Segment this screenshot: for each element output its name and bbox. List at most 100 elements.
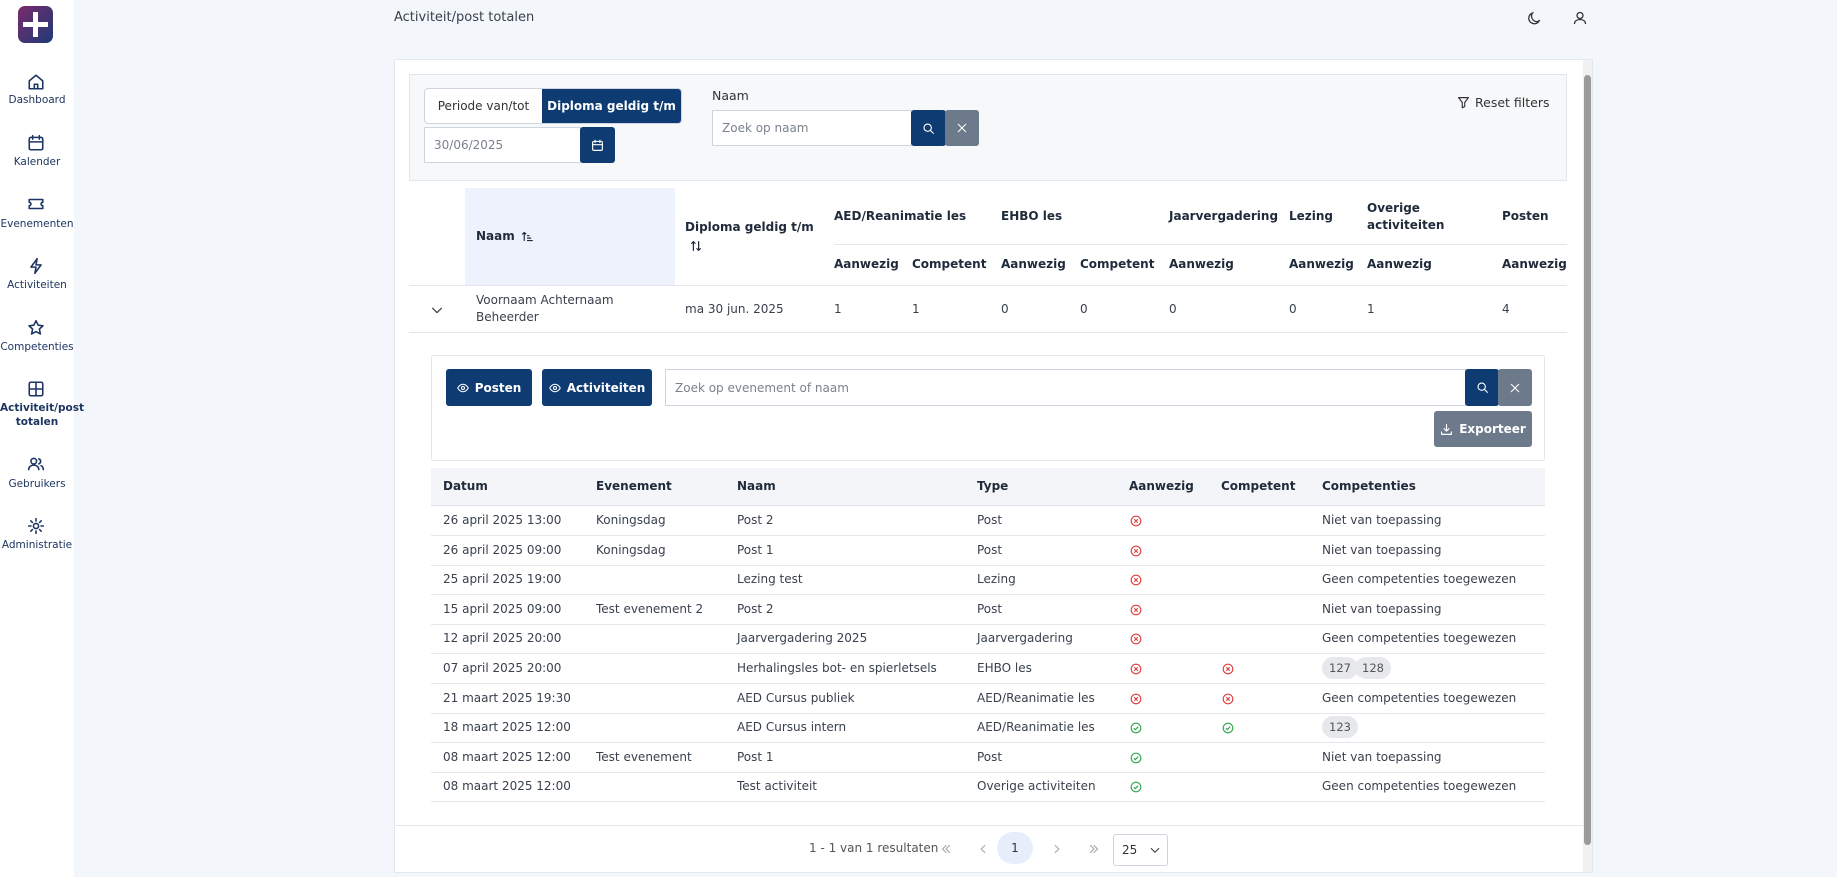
status-no bbox=[1129, 631, 1143, 650]
page-last-svg bbox=[1089, 844, 1099, 854]
filter-icon bbox=[1458, 97, 1469, 109]
date-header[interactable]: Diploma geldig t/m bbox=[685, 220, 814, 234]
detail-row-divider bbox=[431, 535, 1545, 536]
cell: AED Cursus publiek bbox=[737, 690, 855, 705]
status-ok-svg bbox=[1130, 722, 1142, 734]
nav-icon bbox=[27, 380, 45, 402]
toggle-button[interactable]: Posten bbox=[446, 369, 532, 406]
cell: Lezing test bbox=[737, 572, 803, 587]
search-icon bbox=[923, 122, 934, 134]
event-search-input[interactable]: Zoek op evenement of naam bbox=[665, 369, 1466, 406]
date-input[interactable]: 30/06/2025 bbox=[424, 127, 581, 163]
theme-toggle[interactable] bbox=[1527, 10, 1543, 26]
row-count: 0 bbox=[1289, 302, 1297, 316]
status-no bbox=[1129, 543, 1143, 562]
tab[interactable]: Periode van/tot bbox=[437, 99, 530, 113]
clear-button[interactable] bbox=[945, 110, 979, 146]
cell: Geen competenties toegewezen bbox=[1322, 572, 1517, 587]
content-card: Periode van/tot Diploma geldig t/m 30/06/2… bbox=[394, 59, 1593, 873]
cell: 18 maart 2025 12:00 bbox=[443, 720, 571, 735]
nav-item[interactable]: Kalender bbox=[13, 156, 61, 168]
status-no-svg bbox=[1130, 663, 1142, 675]
sort-icon bbox=[689, 238, 703, 257]
group-header: AED/Reanimatie les bbox=[834, 209, 967, 223]
nav-icon-svg bbox=[27, 517, 45, 535]
pagination-summary: 1 - 1 van 1 resultaten bbox=[809, 841, 939, 855]
detail-column-header: Naam bbox=[737, 479, 776, 493]
status-no bbox=[1221, 661, 1235, 680]
competence-badge[interactable]: 128 bbox=[1355, 657, 1391, 679]
name-header[interactable]: Naam bbox=[476, 229, 534, 243]
nav-item[interactable]: Dashboard bbox=[8, 94, 66, 106]
cell: Post bbox=[977, 513, 1003, 527]
cell: Jaarvergadering bbox=[977, 631, 1073, 646]
nav-item[interactable]: Administratie bbox=[1, 539, 73, 551]
row-name: Voornaam Achternaam Beheerder bbox=[476, 293, 614, 324]
detail-column-header: Competent bbox=[1221, 479, 1296, 493]
cell: AED/Reanimatie les bbox=[977, 690, 1095, 705]
nav-icon-svg bbox=[28, 134, 44, 151]
search-button[interactable] bbox=[911, 110, 946, 146]
calendar-icon bbox=[592, 139, 603, 151]
cell: Koningsdag bbox=[596, 513, 666, 527]
page-first[interactable] bbox=[939, 841, 953, 860]
logo[interactable] bbox=[18, 6, 53, 43]
sidebar: Dashboard Kalender Evenementen Activiteiten… bbox=[0, 0, 85, 877]
cell: 21 maart 2025 19:30 bbox=[443, 690, 571, 705]
row-date: ma 30 jun. 2025 bbox=[685, 302, 784, 316]
toggle-button[interactable]: Activiteiten bbox=[542, 369, 652, 406]
detail-row-divider bbox=[431, 653, 1545, 655]
sub-header: Aanwezig bbox=[1169, 257, 1234, 271]
cell: Test activiteit bbox=[737, 779, 817, 794]
status-no-svg bbox=[1222, 693, 1234, 704]
detail-row-divider bbox=[431, 801, 1545, 803]
name-search-input[interactable]: Zoek op naam bbox=[712, 110, 912, 146]
sub-header: Aanwezig bbox=[1289, 257, 1354, 271]
row-count: 0 bbox=[1080, 302, 1088, 316]
cell: 26 april 2025 09:00 bbox=[443, 542, 562, 557]
nav-item[interactable]: Evenementen bbox=[0, 218, 74, 230]
search-button[interactable] bbox=[1465, 369, 1499, 406]
cell: Geen competenties toegewezen bbox=[1322, 631, 1517, 646]
nav-item[interactable]: Gebruikers bbox=[8, 478, 66, 490]
nav-item[interactable]: Activiteiten bbox=[7, 279, 67, 291]
detail-row-divider bbox=[431, 594, 1545, 596]
page-title: Activiteit/post totalen bbox=[394, 10, 535, 25]
detail-header-bg bbox=[431, 468, 1545, 506]
status-no-svg bbox=[1130, 604, 1142, 616]
tab[interactable]: Diploma geldig t/m bbox=[542, 89, 681, 123]
row-count: 1 bbox=[912, 302, 920, 316]
page-prev[interactable] bbox=[976, 841, 990, 860]
cell: 07 april 2025 20:00 bbox=[443, 661, 562, 675]
pagination-divider bbox=[395, 825, 1584, 826]
page-next[interactable] bbox=[1050, 841, 1064, 860]
cell: Lezing bbox=[977, 572, 1016, 587]
detail-row-divider bbox=[431, 623, 1545, 625]
search-icon bbox=[1476, 382, 1488, 393]
calendar-button[interactable] bbox=[580, 127, 615, 163]
nav-item[interactable]: Activiteit/post totalen bbox=[0, 402, 85, 428]
group-header: EHBO les bbox=[1001, 209, 1063, 223]
competence-badge[interactable]: 127 bbox=[1322, 657, 1358, 679]
detail-row-divider bbox=[431, 564, 1545, 566]
page-last[interactable] bbox=[1087, 841, 1101, 860]
filter-panel: Periode van/tot Diploma geldig t/m 30/06/2… bbox=[409, 74, 1567, 181]
clear-button[interactable] bbox=[1498, 369, 1532, 406]
row-count: 1 bbox=[834, 302, 842, 316]
nav-icon-svg bbox=[28, 198, 44, 210]
competence-badge[interactable]: 123 bbox=[1322, 716, 1358, 739]
status-no bbox=[1129, 661, 1143, 680]
cell: Test evenement 2 bbox=[596, 601, 704, 616]
status-no-svg bbox=[1222, 663, 1234, 675]
status-no bbox=[1129, 513, 1143, 532]
page-size-select[interactable]: 25 bbox=[1113, 834, 1168, 866]
user-menu[interactable] bbox=[1572, 10, 1588, 26]
export-button[interactable]: Exporteer bbox=[1434, 411, 1532, 447]
status-no-svg bbox=[1130, 515, 1142, 527]
cell: Geen competenties toegewezen bbox=[1322, 690, 1517, 705]
nav-item[interactable]: Competenties bbox=[0, 341, 74, 353]
button-label: Activiteiten bbox=[566, 380, 646, 395]
cell: 25 april 2025 19:00 bbox=[443, 572, 562, 587]
reset-filters[interactable]: Reset filters bbox=[1457, 95, 1549, 110]
page-current[interactable]: 1 bbox=[997, 832, 1033, 864]
